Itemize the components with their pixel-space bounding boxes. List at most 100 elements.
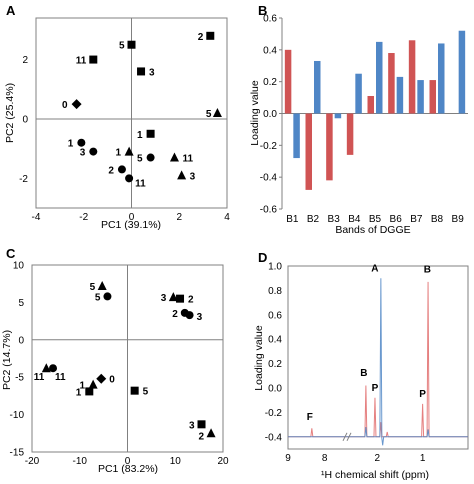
panel-d-y-tick-label: 0.4 [268,335,282,346]
panel-b-y-tick-label: 0.6 [263,14,277,25]
panel-c-point-label: 0 [109,375,115,386]
panel-a-point-label: 2 [108,165,114,176]
panel-a-point-label: 11 [182,154,193,165]
panel-a-y-tick-label: 2 [22,55,28,66]
panel-d-x-tick-label: 2 [374,453,380,464]
panel-a-point-label: 2 [198,32,204,43]
panel-b-bar [314,60,321,114]
panel-c-point-square [130,386,139,395]
panel-b-bars [284,30,466,190]
panel-c-y-tick-label: -15 [10,448,25,459]
panel-c-y-tick-label: -10 [10,410,25,421]
panel-b-bar [417,80,424,114]
panel-c-point-label: 2 [172,309,178,320]
panel-a-x-axis-label: PC1 (39.1%) [101,219,161,231]
panel-b-x-tick-label: B8 [431,214,444,225]
panel-a-point-label: 1 [137,130,143,141]
panel-d-y-tick-label: -0.4 [265,432,283,443]
panel-c-point-triangle [206,428,216,438]
panel-b-x-tick-label: B4 [348,214,361,225]
panel-c-point-triangle [88,379,98,389]
panel-a-point-triangle [169,152,179,162]
panel-b-x-axis-label: Bands of DGGE [335,224,410,236]
panel-d-y-tick-label: 0.8 [268,286,282,297]
panel-c-point-label: 3 [161,293,167,304]
panel-d-x-tick-label: 1 [420,453,426,464]
panel-a-point-label: 3 [80,148,86,159]
panel-b-x-tick-label: B6 [390,214,403,225]
panel-c-point-label: 11 [34,372,45,383]
panel-c-y-tick-label: 10 [13,261,25,272]
panel-c-point-label: 3 [197,312,203,323]
panel-b-bar [388,53,395,114]
panel-a-y-tick-label: -2 [19,174,28,185]
panel-c-letter: C [6,246,16,261]
panel-a-point-label: 11 [76,56,87,67]
panel-d-y-tick-label: 0.0 [268,384,282,395]
panel-d-peak-label: B [360,368,367,379]
panel-d-spectrum-trace [288,281,468,438]
panel-c-point-triangle [41,363,51,373]
panel-b-x-tick-label: B9 [452,214,465,225]
panel-c-point-label: 2 [199,431,205,442]
panel-c-point-square [197,420,206,429]
panel-a-point-square [89,55,98,64]
panel-a-point-label: 3 [190,171,196,182]
panel-b-axes [279,17,468,210]
panel-b-x-tick-label: B1 [286,214,299,225]
panel-a-x-tick-label: -2 [79,212,88,223]
panel-b-bar [305,113,312,190]
panel-b-y-tick-label: 0.0 [263,109,277,120]
panel-a-point-label: 3 [149,67,155,78]
panel-d-x-axis-label: ¹H chemical shift (ppm) [321,469,429,481]
panel-a-point-triangle [212,108,222,117]
panel-d-letter: D [258,250,267,265]
panel-b: B -0.6 -0.4 -0.2 0.0 0.2 0.4 0.6 B1 B2 B3 B4 B5 B6 B7… [249,3,468,236]
panel-c-point-label: 11 [55,372,66,383]
panel-a-x-tick-label: 0 [129,212,135,223]
panel-b-y-tick-label: -0.4 [260,173,278,184]
panel-a-x-tick-label: 4 [224,212,230,223]
panel-d-peak-label: B [424,265,431,276]
panel-a-letter: A [6,3,16,18]
panel-a-point-square [146,129,155,138]
panel-b-y-tick-label: 0.4 [263,45,277,56]
panel-c-x-axis-label: PC1 (83.2%) [98,463,158,475]
panel-a-point-label: 5 [119,41,125,52]
panel-c-x-tick-label: 0 [125,456,131,467]
panel-b-x-tick-label: B3 [328,214,341,225]
panel-a-point-label: 0 [62,100,68,111]
panel-c-point-diamond [96,373,107,384]
panel-a-point-label: 5 [206,109,212,120]
panel-c-x-tick-label: -10 [73,456,88,467]
panel-d-y-axis-label: Loading value [253,325,265,391]
panel-a-point-circle [125,174,134,183]
panel-c-point-square [176,294,185,303]
panel-a-point-diamond [71,99,82,110]
panel-b-bar [376,41,383,114]
panel-a-point-circle [77,138,86,147]
panel-b-y-tick-label: -0.6 [260,205,278,216]
panel-b-bar [284,49,292,114]
panel-c-point-label: 1 [80,381,86,392]
panel-a-point-circle [146,153,155,162]
panel-d-spectrum-trace [288,278,468,446]
panel-a-point-triangle [124,146,134,156]
panel-a-point-triangle [177,170,187,180]
panel-b-y-axis-label: Loading value [249,80,261,146]
panel-a-x-tick-label: -4 [32,212,41,223]
panel-d-spectra [288,278,468,446]
panel-a-point-label: 1 [116,148,122,159]
panel-a-point-square [206,31,215,40]
panel-b-bar [355,73,362,114]
panel-d-x-tick-label: 8 [322,453,328,464]
panel-c-point-label: 5 [143,387,149,398]
panel-b-x-tick-label: B7 [410,214,423,225]
panel-d-y-tick-label: -0.2 [265,408,283,419]
panel-b-bar [334,113,342,119]
panel-b-letter: B [258,3,267,18]
panel-d-peak-label: P [372,383,379,394]
